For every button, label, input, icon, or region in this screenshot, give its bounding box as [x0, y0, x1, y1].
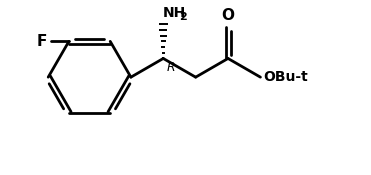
Text: F: F: [37, 34, 47, 49]
Text: 2: 2: [179, 12, 187, 22]
Text: R: R: [166, 61, 175, 74]
Text: NH: NH: [162, 6, 186, 20]
Text: O: O: [221, 8, 234, 23]
Text: OBu-t: OBu-t: [263, 70, 308, 84]
